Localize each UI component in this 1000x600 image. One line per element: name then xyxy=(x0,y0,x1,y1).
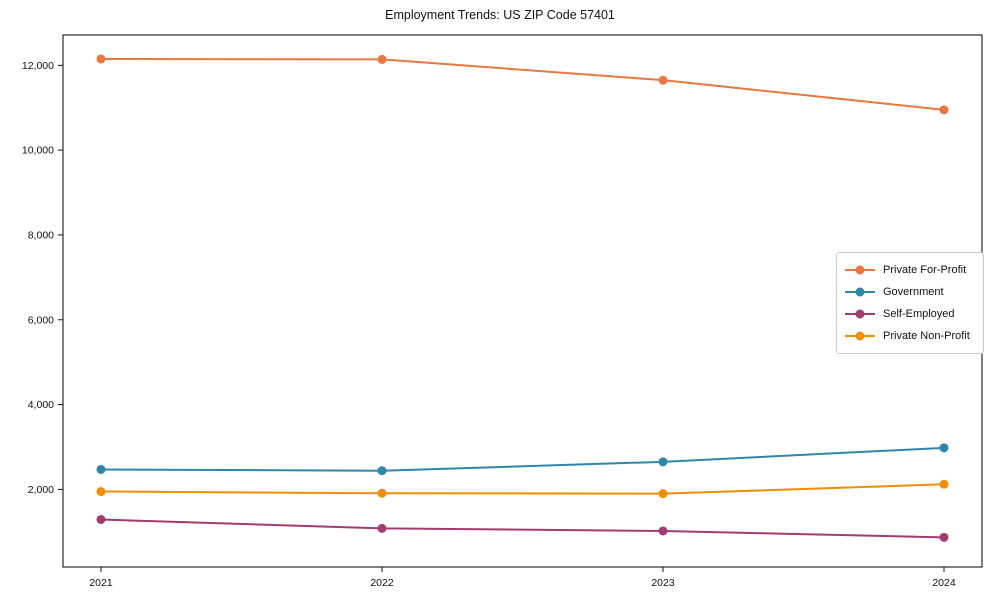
series-point-private-non-profit xyxy=(96,487,106,497)
series-line-private-non-profit xyxy=(100,483,945,495)
x-tick-label: 2023 xyxy=(651,577,675,589)
legend-marker-private-non-profit xyxy=(845,331,875,341)
y-tick-label: 4,000 xyxy=(28,399,54,411)
series-point-private-non-profit xyxy=(658,489,668,499)
series-point-government xyxy=(939,443,949,453)
y-tick-label: 12,000 xyxy=(22,60,54,72)
series-point-private-for-profit xyxy=(658,75,668,85)
y-tick-label: 10,000 xyxy=(22,145,54,157)
series-point-self-employed xyxy=(377,523,387,533)
legend-label-private-for-profit: Private For-Profit xyxy=(883,264,967,276)
series-point-private-non-profit xyxy=(377,488,387,498)
legend-item-government: Government xyxy=(845,281,975,303)
legend-label-government: Government xyxy=(883,286,944,298)
legend: Private For-Profit Government Self-Employe… xyxy=(836,252,984,354)
series-point-government xyxy=(658,457,668,467)
x-tick-label: 2022 xyxy=(370,577,394,589)
y-tick-label: 2,000 xyxy=(28,484,54,496)
legend-marker-self-employed xyxy=(845,309,875,319)
series-point-private-for-profit xyxy=(377,54,387,64)
series-point-private-for-profit xyxy=(939,105,949,115)
legend-marker-private-for-profit xyxy=(845,265,875,275)
series-point-self-employed xyxy=(658,526,668,536)
y-tick-label: 8,000 xyxy=(28,229,54,241)
series-point-government xyxy=(96,464,106,474)
series-line-government xyxy=(100,446,945,472)
x-tick-label: 2024 xyxy=(932,577,956,589)
chart-title: Employment Trends: US ZIP Code 57401 xyxy=(385,8,615,22)
legend-item-private-non-profit: Private Non-Profit xyxy=(845,325,975,347)
legend-label-self-employed: Self-Employed xyxy=(883,308,955,320)
series-point-self-employed xyxy=(939,532,949,542)
legend-item-private-for-profit: Private For-Profit xyxy=(845,259,975,281)
series-point-private-for-profit xyxy=(96,54,106,64)
series-point-government xyxy=(377,466,387,476)
y-tick-label: 6,000 xyxy=(28,314,54,326)
series-line-self-employed xyxy=(100,518,945,539)
series-point-private-non-profit xyxy=(939,479,949,489)
series-line-private-for-profit xyxy=(100,57,945,111)
x-tick-label: 2021 xyxy=(89,577,113,589)
series-point-self-employed xyxy=(96,515,106,525)
legend-marker-government xyxy=(845,287,875,297)
legend-item-self-employed: Self-Employed xyxy=(845,303,975,325)
legend-label-private-non-profit: Private Non-Profit xyxy=(883,330,970,342)
